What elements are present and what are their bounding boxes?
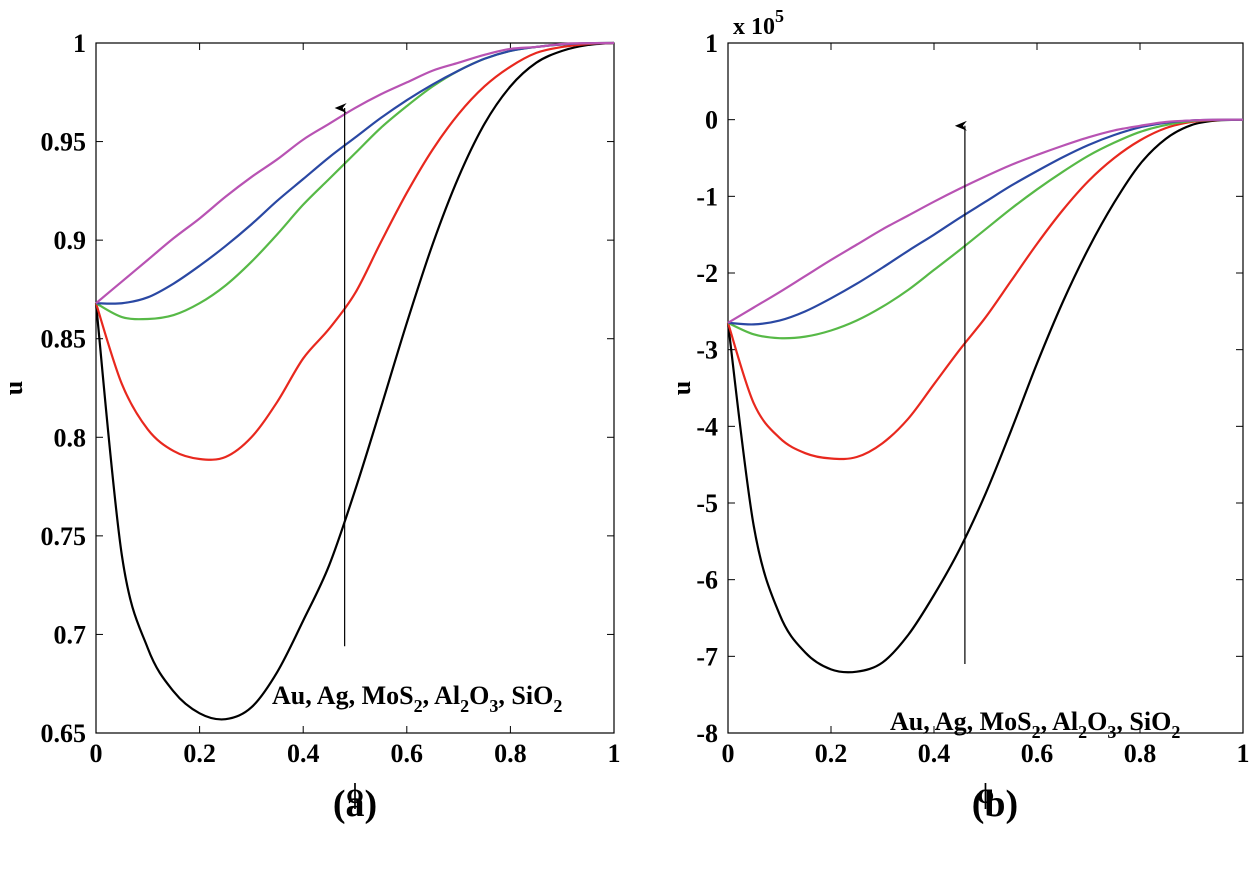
y-tick-label: -6 xyxy=(696,566,718,595)
y-tick-label: 0 xyxy=(705,106,718,135)
x-tick-label: 0.2 xyxy=(815,739,848,768)
y-tick-label: 0.9 xyxy=(54,226,87,255)
y-tick-label: 1 xyxy=(705,29,718,58)
series-line-mos2 xyxy=(95,41,615,321)
series-line-mos2 xyxy=(727,118,1244,340)
x-axis-label: ϕ xyxy=(977,779,994,810)
y-tick-label: 0.85 xyxy=(41,325,87,354)
y-axis-multiplier: x 105 xyxy=(733,6,784,40)
series-line-al2o3 xyxy=(95,41,615,305)
plot-frame xyxy=(727,42,1244,734)
x-tick-label: 0 xyxy=(90,739,103,768)
y-tick-label: -2 xyxy=(696,259,718,288)
material-order-annotation: Au, Ag, MoS2, Al2O3, SiO2 xyxy=(890,707,1180,742)
y-tick-label: 0.7 xyxy=(54,620,87,649)
x-tick-label: 1 xyxy=(608,739,621,768)
annotation-subscript: 2 xyxy=(414,696,423,716)
panel-label: (a) xyxy=(333,783,377,825)
annotation-text: , SiO xyxy=(1116,707,1171,736)
x-tick-label: 0 xyxy=(722,739,735,768)
y-tick-label: 0.95 xyxy=(41,128,87,157)
panel-a: 0 0.2 0.4 0.6 0.8 1 0.65 0.7 0.75 0.8 0.85 0.9 0.95 1… xyxy=(0,29,621,825)
x-axis-label: ϕ xyxy=(346,779,363,810)
y-tick-label: -4 xyxy=(696,412,718,441)
annotation-text: , Al xyxy=(423,681,461,710)
series-line-au xyxy=(94,41,615,721)
annotation-subscript: 2 xyxy=(460,696,469,716)
x-tick-label: 0.8 xyxy=(1124,739,1157,768)
series-line-ag xyxy=(94,41,615,461)
x-tick-label: 0.8 xyxy=(494,739,527,768)
series-line-sio2 xyxy=(727,118,1244,324)
x-tick-label: 0.6 xyxy=(391,739,424,768)
y-tick-label: 0.65 xyxy=(41,719,87,748)
y-axis-label: u xyxy=(0,381,28,395)
annotation-text: Au, Ag, MoS xyxy=(272,681,414,710)
series-line-sio2 xyxy=(95,41,615,305)
x-tick-label: 1 xyxy=(1237,739,1250,768)
multiplier-exponent: 5 xyxy=(775,6,784,26)
panel-label: (b) xyxy=(972,783,1018,825)
x-tick-label: 0.4 xyxy=(287,739,320,768)
y-tick-label: 0.75 xyxy=(41,522,87,551)
annotation-subscript: 3 xyxy=(1107,722,1116,742)
y-tick-label: -3 xyxy=(696,336,718,365)
y-tick-label: 0.8 xyxy=(54,423,87,452)
series-line-au xyxy=(726,118,1244,674)
annotation-text: O xyxy=(1087,707,1107,736)
y-axis-label: u xyxy=(667,381,696,395)
y-tick-label: 1 xyxy=(73,29,86,58)
annotation-text: Au, Ag, MoS xyxy=(890,707,1032,736)
annotation-subscript: 2 xyxy=(553,696,562,716)
series-line-ag xyxy=(726,118,1244,461)
annotation-text: , SiO xyxy=(498,681,553,710)
annotation-text: O xyxy=(469,681,489,710)
series-line-al2o3 xyxy=(727,118,1244,326)
x-tick-label: 0.6 xyxy=(1021,739,1054,768)
annotation-subscript: 2 xyxy=(1032,722,1041,742)
plot-frame xyxy=(95,42,615,734)
annotation-subscript: 2 xyxy=(1171,722,1180,742)
annotation-subscript: 3 xyxy=(489,696,498,716)
x-tick-label: 0.4 xyxy=(918,739,951,768)
annotation-text: , Al xyxy=(1041,707,1079,736)
y-tick-label: -8 xyxy=(696,719,718,748)
material-order-annotation: Au, Ag, MoS2, Al2O3, SiO2 xyxy=(272,681,562,716)
panel-b: 0 0.2 0.4 0.6 0.8 1 -8 -7 -6 -5 -4 -3 -2 -1 0 1 ϕ u (b) x 1… xyxy=(667,6,1250,825)
y-tick-label: -5 xyxy=(696,489,718,518)
multiplier-base: x 10 xyxy=(733,14,775,40)
annotation-subscript: 2 xyxy=(1078,722,1087,742)
y-tick-label: -7 xyxy=(696,642,718,671)
y-tick-label: -1 xyxy=(696,182,718,211)
x-tick-label: 0.2 xyxy=(183,739,216,768)
